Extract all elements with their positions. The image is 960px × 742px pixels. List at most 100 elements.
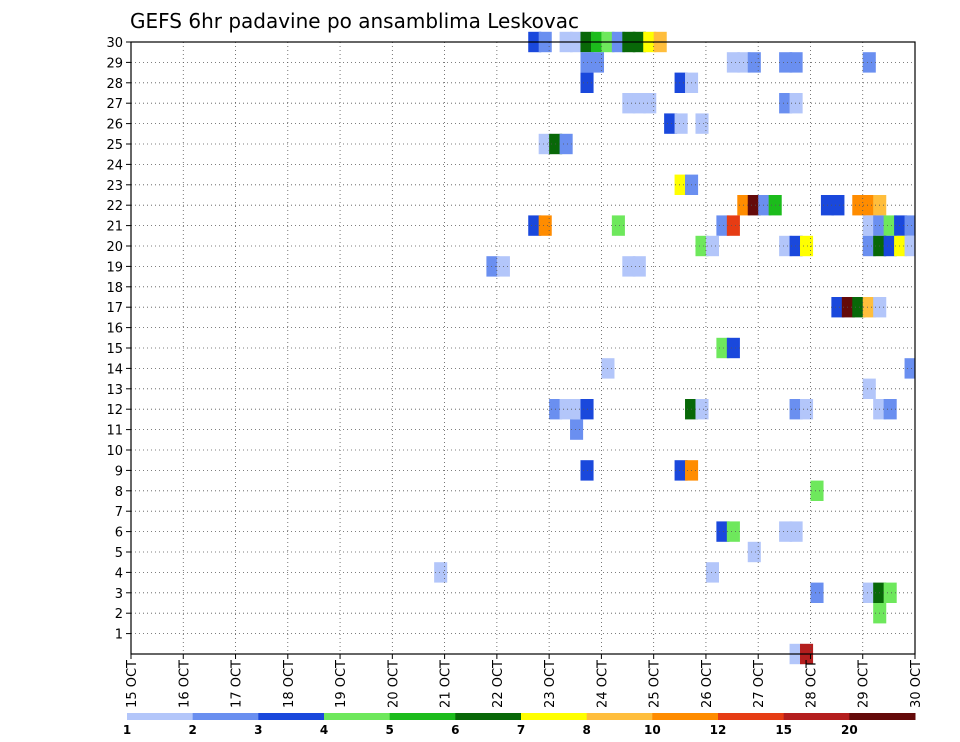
precip-cell: [528, 215, 542, 236]
y-tick-label: 21: [106, 220, 123, 235]
precip-cell: [726, 337, 740, 359]
y-tick-label: 17: [106, 301, 123, 316]
precip-cell: [883, 235, 897, 257]
x-tick-label: 23 OCT: [543, 660, 558, 708]
precip-cell: [611, 215, 625, 236]
precip-cell: [674, 72, 688, 93]
precip-cell: [695, 235, 709, 257]
x-tick-label: 24 OCT: [595, 660, 610, 708]
precip-cell: [779, 521, 793, 542]
precip-cell: [894, 215, 908, 236]
y-tick-label: 30: [106, 36, 123, 51]
y-tick-label: 10: [106, 444, 123, 459]
colorbar-label: 5: [385, 723, 393, 737]
x-tick-label: 18 OCT: [282, 660, 297, 708]
precip-cell: [800, 235, 814, 257]
x-tick-label: 25 OCT: [648, 660, 663, 708]
precip-cell: [862, 215, 876, 236]
precip-cell: [716, 215, 730, 236]
y-tick-label: 20: [106, 240, 123, 255]
precip-cell: [894, 235, 908, 257]
precip-cell: [758, 195, 772, 216]
colorbar-label: 20: [841, 723, 858, 737]
precip-cell: [716, 337, 730, 359]
y-tick-label: 2: [115, 607, 123, 622]
precip-cell: [695, 113, 709, 134]
y-tick-label: 19: [106, 260, 123, 275]
x-tick-label: 20 OCT: [386, 660, 401, 708]
precip-cell: [695, 399, 709, 420]
precip-cell: [862, 582, 876, 603]
colorbar-swatch: [849, 713, 916, 720]
colorbar-label: 12: [710, 723, 727, 737]
precip-cell: [643, 93, 657, 114]
y-tick-label: 4: [115, 566, 123, 581]
precip-cell: [705, 235, 719, 257]
x-tick-label: 21 OCT: [439, 660, 454, 708]
precip-cell: [883, 582, 897, 603]
x-tick-label: 15 OCT: [125, 660, 140, 708]
precip-cell: [852, 195, 866, 216]
colorbar: 1 2 3 4 5 6 7 8 10 12 15 20: [123, 713, 916, 737]
colorbar-swatch: [455, 713, 522, 720]
precip-cell: [716, 521, 730, 542]
precip-cell: [883, 215, 897, 236]
precip-cell: [747, 195, 761, 216]
chart-title: GEFS 6hr padavine po ansamblima Leskovac: [130, 9, 579, 33]
y-tick-label: 3: [115, 587, 123, 602]
precip-cell: [789, 93, 803, 114]
y-tick-label: 16: [106, 322, 123, 337]
precip-cell: [862, 297, 876, 318]
precip-cell: [789, 52, 803, 73]
y-tick-label: 5: [115, 546, 123, 561]
x-tick-label: 27 OCT: [752, 660, 767, 708]
y-tick-label: 28: [106, 77, 123, 92]
colorbar-swatch: [192, 713, 259, 720]
precip-cell: [538, 133, 552, 155]
precip-cell: [779, 93, 793, 114]
y-tick-label: 6: [115, 526, 123, 541]
precip-cell: [664, 113, 678, 134]
colorbar-label: 4: [320, 723, 328, 737]
colorbar-swatch: [783, 713, 850, 720]
y-axis-ticks: 1234567891011121314151617181920212223242…: [106, 36, 131, 643]
precip-cell: [883, 399, 897, 420]
colorbar-label: 6: [451, 723, 459, 737]
precip-cell: [904, 358, 915, 379]
y-tick-label: 15: [106, 342, 123, 357]
colorbar-swatch: [127, 713, 194, 720]
x-tick-label: 22 OCT: [491, 660, 506, 708]
precip-cell: [789, 235, 803, 257]
precip-cell: [862, 235, 876, 257]
precip-cell: [747, 541, 761, 563]
y-tick-label: 22: [106, 199, 123, 214]
y-tick-label: 12: [106, 403, 123, 418]
y-tick-label: 24: [106, 158, 123, 173]
precip-cell: [810, 582, 824, 603]
precip-cell: [862, 52, 876, 73]
x-tick-label: 29 OCT: [857, 660, 872, 708]
colorbar-swatch: [652, 713, 719, 720]
precip-cell: [810, 480, 824, 501]
y-tick-label: 8: [115, 485, 123, 500]
precip-cell: [559, 399, 573, 420]
precip-cell: [622, 93, 636, 114]
y-tick-label: 25: [106, 138, 123, 153]
precip-cell: [862, 195, 876, 216]
y-tick-label: 29: [106, 56, 123, 71]
precip-cell: [674, 174, 688, 195]
precip-cell: [674, 113, 688, 134]
colorbar-label: 15: [775, 723, 792, 737]
precip-cell: [831, 297, 845, 318]
x-tick-label: 16 OCT: [177, 660, 192, 708]
precip-cell: [904, 215, 915, 236]
x-tick-label: 17 OCT: [230, 660, 245, 708]
x-tick-label: 28 OCT: [804, 660, 819, 708]
precip-cell: [747, 52, 761, 73]
colorbar-label: 1: [123, 723, 131, 737]
colorbar-label: 8: [582, 723, 590, 737]
precip-cell: [538, 215, 552, 236]
precip-cell: [726, 215, 740, 236]
y-tick-label: 1: [115, 628, 123, 643]
heatmap-cells: [434, 31, 915, 665]
